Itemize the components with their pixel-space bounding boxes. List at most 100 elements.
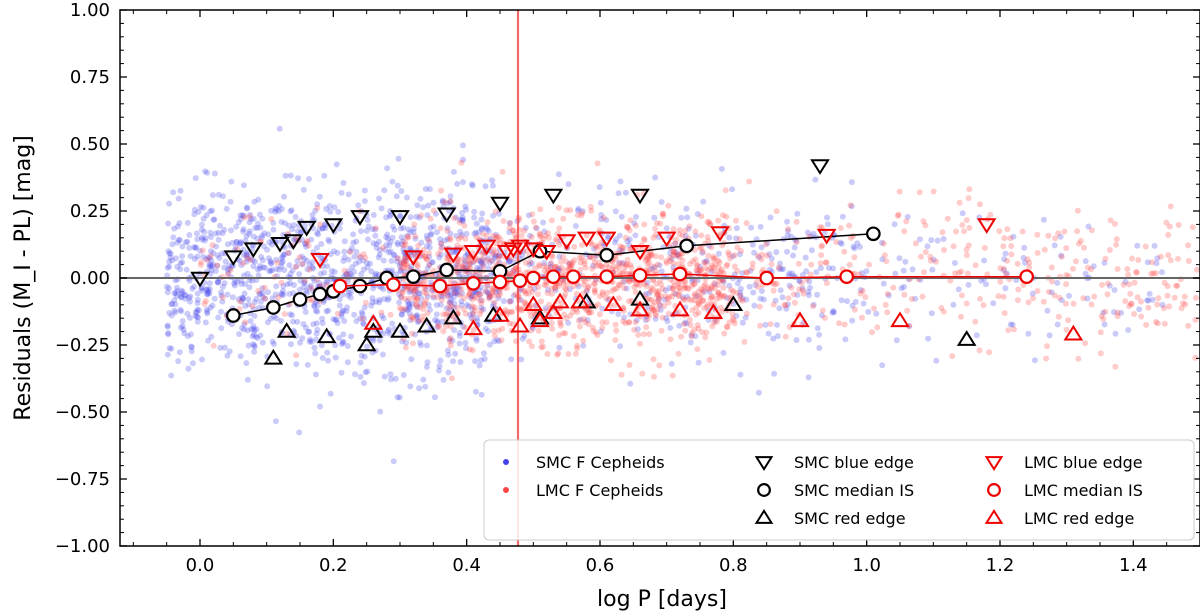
cloud-point (1125, 271, 1132, 278)
cloud-point (438, 297, 445, 303)
cloud-point (336, 302, 343, 309)
cloud-point (544, 264, 551, 271)
cloud-point (1164, 292, 1171, 299)
cloud-point (407, 317, 414, 324)
cloud-point (634, 326, 641, 333)
cloud-point (272, 208, 279, 215)
cloud-point (1154, 301, 1161, 308)
cloud-point (621, 285, 628, 292)
cloud-point (370, 285, 377, 292)
cloud-point (423, 290, 430, 297)
cloud-point (785, 226, 792, 232)
cloud-point (287, 172, 294, 179)
lmc-median-is-point (492, 274, 508, 290)
cloud-point (243, 233, 250, 240)
cloud-point (409, 300, 416, 307)
cloud-point (709, 262, 716, 269)
cloud-point (392, 375, 399, 382)
cloud-point (474, 318, 481, 325)
cloud-point (217, 344, 224, 351)
cloud-point (555, 204, 562, 211)
cloud-point (340, 180, 347, 186)
cloud-point (241, 252, 247, 259)
cloud-point (581, 278, 588, 285)
cloud-point (682, 284, 689, 291)
cloud-point (446, 208, 453, 214)
cloud-point (217, 222, 223, 229)
cloud-point (245, 296, 252, 303)
cloud-point (447, 193, 454, 200)
cloud-point (545, 234, 552, 241)
cloud-point (375, 254, 382, 261)
cloud-point (535, 327, 542, 334)
cloud-point (658, 199, 665, 205)
cloud-point (469, 303, 476, 310)
smc-median-is-point (265, 300, 281, 315)
cloud-point (733, 235, 740, 242)
cloud-point (340, 307, 347, 314)
cloud-point (1178, 305, 1185, 312)
cloud-point (1111, 287, 1118, 293)
cloud-point (492, 208, 499, 215)
cloud-point (642, 317, 649, 324)
cloud-point (452, 214, 459, 221)
cloud-point (347, 294, 354, 301)
cloud-point (1138, 298, 1144, 305)
cloud-point (460, 179, 466, 186)
cloud-point (479, 226, 485, 233)
cloud-point (624, 256, 631, 263)
cloud-point (424, 310, 431, 317)
cloud-point (470, 311, 476, 318)
lmc-red-edge-point (890, 311, 910, 328)
cloud-point (358, 228, 365, 235)
cloud-point (1138, 313, 1145, 320)
cloud-point (528, 260, 535, 266)
cloud-point (455, 261, 462, 268)
cloud-point (467, 259, 474, 266)
cloud-point (646, 296, 653, 303)
cloud-point (712, 255, 719, 262)
cloud-point (259, 339, 266, 346)
cloud-point (718, 165, 725, 172)
cloud-point (448, 375, 455, 382)
cloud-point (181, 330, 188, 337)
cloud-point (306, 266, 313, 273)
cloud-point (191, 211, 198, 218)
cloud-point (729, 186, 736, 193)
cloud-point (700, 286, 707, 293)
cloud-point (531, 285, 538, 292)
cloud-point (237, 212, 244, 219)
cloud-point (369, 299, 376, 306)
cloud-point (294, 257, 301, 264)
cloud-point (642, 291, 649, 297)
cloud-point (431, 317, 438, 323)
cloud-point (447, 300, 454, 307)
cloud-point (798, 280, 805, 286)
cloud-point (437, 301, 444, 308)
cloud-point (242, 303, 249, 309)
cloud-point (758, 288, 765, 294)
cloud-point (203, 212, 210, 219)
cloud-point (446, 336, 453, 343)
cloud-point (846, 261, 853, 268)
cloud-point (477, 357, 484, 364)
cloud-point (646, 259, 653, 266)
cloud-point (250, 263, 257, 270)
cloud-point (701, 305, 708, 312)
cloud-point (796, 277, 803, 284)
cloud-point (469, 310, 476, 317)
cloud-point (663, 260, 670, 267)
cloud-point (422, 383, 429, 390)
cloud-point (446, 235, 453, 242)
cloud-point (394, 239, 401, 246)
cloud-point (786, 270, 793, 277)
cloud-point (426, 239, 433, 246)
cloud-point (427, 224, 434, 231)
cloud-point (703, 259, 710, 266)
cloud-point (439, 318, 446, 325)
cloud-point (692, 232, 699, 239)
cloud-point (254, 235, 261, 242)
cloud-point (446, 300, 453, 307)
cloud-point (303, 243, 310, 250)
cloud-point (420, 313, 427, 320)
